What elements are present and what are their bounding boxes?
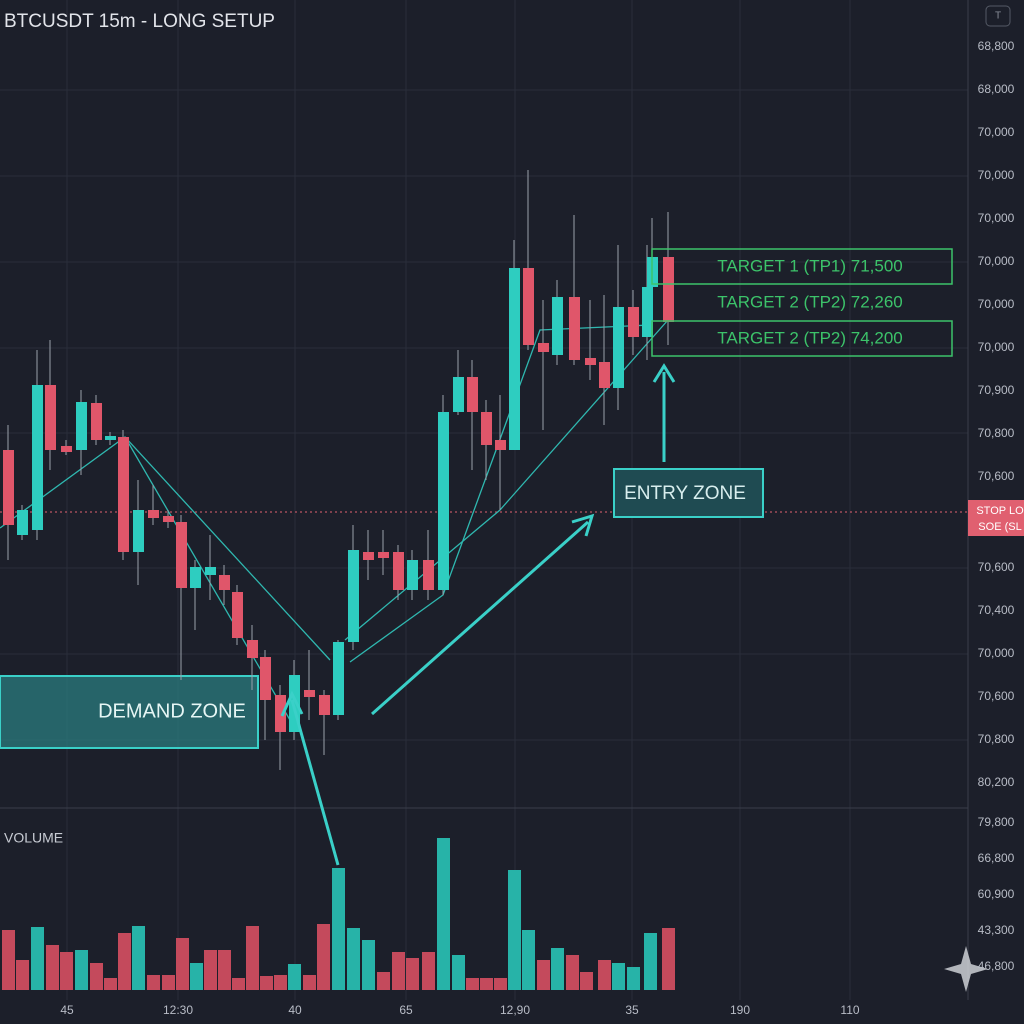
volume-axis-label: 46,800 (978, 959, 1015, 973)
price-label: 70,000 (978, 211, 1015, 225)
volume-axis-label: 79,800 (978, 815, 1015, 829)
price-label: 70,000 (978, 646, 1015, 660)
entry-zone (613, 468, 764, 518)
time-label: 12:30 (163, 1003, 193, 1017)
price-label: 70,800 (978, 426, 1015, 440)
price-label: 68,000 (978, 82, 1015, 96)
price-label: 70,900 (978, 383, 1015, 397)
entry-label: ENTRY ZONE (624, 483, 746, 504)
price-label: 70,400 (978, 603, 1015, 617)
price-label: 68,800 (978, 39, 1015, 53)
price-label: 70,000 (978, 340, 1015, 354)
time-label: 40 (288, 1003, 302, 1017)
price-label: 70,000 (978, 297, 1015, 311)
time-label: 65 (399, 1003, 413, 1017)
price-label: 70,000 (978, 125, 1015, 139)
target-label: TARGET 1 (TP1) 71,500 (717, 256, 903, 275)
time-label: 12,90 (500, 1003, 530, 1017)
price-label: 70,000 (978, 254, 1015, 268)
price-label: 70,600 (978, 560, 1015, 574)
volume-axis-label: 60,900 (978, 887, 1015, 901)
price-label: 70,800 (978, 732, 1015, 746)
stop-loss-text: STOP LO (976, 505, 1024, 517)
target-box (651, 320, 953, 357)
price-label: 80,200 (978, 775, 1015, 789)
volume-down (2, 924, 675, 990)
demand-zone (0, 675, 259, 749)
volume-up (31, 838, 657, 990)
stop-loss-tag (968, 500, 1024, 536)
badge-box (985, 5, 1011, 27)
price-label: 70,600 (978, 469, 1015, 483)
stop-loss-text: SOE (SL (978, 521, 1021, 533)
time-label: 110 (840, 1003, 859, 1017)
volume-label: VOLUME (4, 830, 63, 846)
time-label: 35 (625, 1003, 639, 1017)
price-label: 70,600 (978, 689, 1015, 703)
target-label: TARGET 2 (TP2) 72,260 (717, 292, 903, 311)
title: BTCUSDT 15m - LONG SETUP (4, 11, 275, 32)
target-label: TARGET 2 (TP2) 74,200 (717, 328, 903, 347)
volume-axis-label: 43,300 (978, 923, 1015, 937)
price-label: 70,000 (978, 168, 1015, 182)
arrows (280, 363, 676, 866)
target-box (651, 248, 953, 285)
sparkle-icon (944, 946, 988, 992)
time-label: 190 (730, 1003, 750, 1017)
volume-axis-label: 66,800 (978, 851, 1015, 865)
demand-label: DEMAND ZONE (98, 700, 246, 722)
badge: T (995, 11, 1001, 22)
time-label: 45 (60, 1003, 74, 1017)
